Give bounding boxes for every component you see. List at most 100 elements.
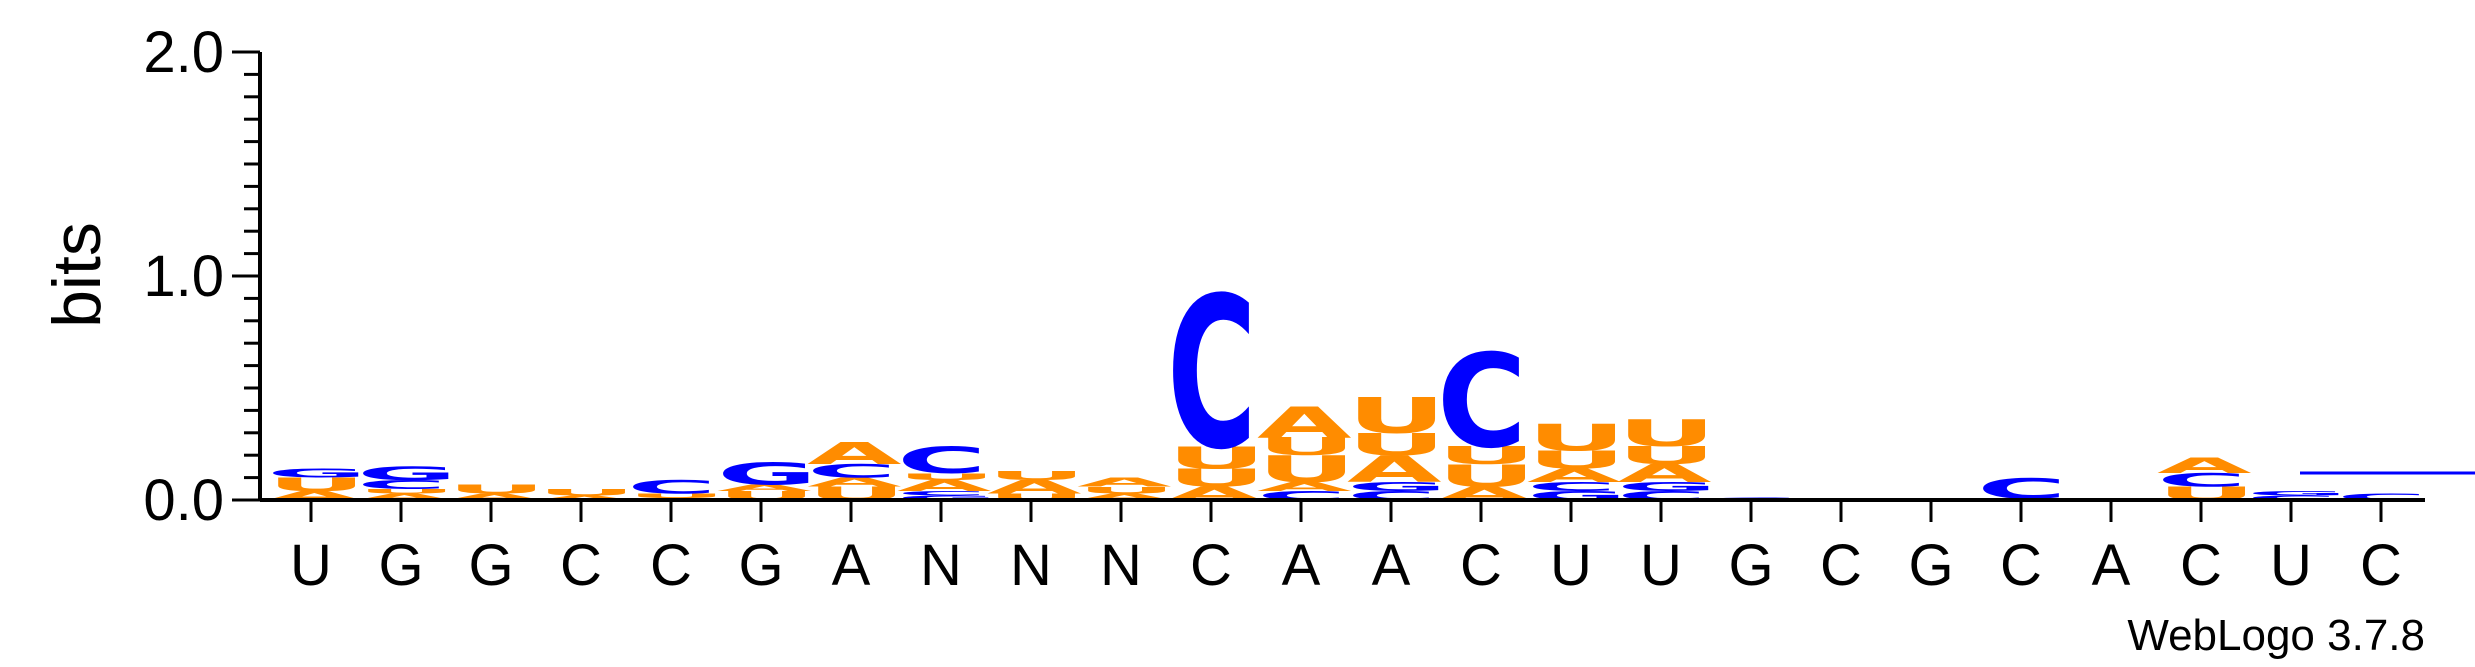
- logo-letter-A: A: [717, 483, 812, 494]
- logo-glyph: C: [1167, 253, 1257, 496]
- logo-letter-U: U: [1257, 448, 1356, 491]
- logo-glyph: U: [1347, 387, 1446, 444]
- consensus-letter: U: [290, 533, 332, 598]
- logo-glyph: G: [357, 463, 457, 484]
- logo-letter-A: A: [357, 492, 452, 503]
- logo-glyph: G: [1347, 480, 1447, 494]
- logo-glyph: A: [897, 477, 992, 495]
- logo-letter-A: A: [1257, 480, 1352, 494]
- logo-glyph: A: [1077, 492, 1172, 503]
- logo-stacks: AUGAUCGAUAUAUCUAGUACAGCAUCUAUAUAAUUCCAUU…: [267, 253, 2475, 504]
- consensus-letter: C: [2000, 533, 2042, 598]
- logo-letter-C: C: [2337, 492, 2427, 503]
- consensus-letter: C: [650, 533, 692, 598]
- consensus-letter: G: [468, 533, 513, 598]
- logo-glyph: U: [1617, 441, 1716, 470]
- logo-letter-U: U: [1527, 417, 1626, 460]
- logo-letter-A: A: [807, 436, 902, 472]
- logo-letter-U: U: [987, 492, 1086, 503]
- consensus-letter: N: [920, 533, 962, 598]
- logo-glyph: A: [807, 436, 902, 472]
- logo-letter-U: U: [357, 488, 456, 495]
- logo-glyph: U: [1257, 448, 1356, 491]
- consensus-letter: N: [1100, 533, 1142, 598]
- logo-glyph: U: [267, 474, 366, 495]
- consensus-letter: G: [1728, 533, 1773, 598]
- logo-letter-U: U: [1437, 441, 1536, 470]
- logo-glyph: U: [447, 482, 546, 496]
- logo-glyph: A: [1257, 397, 1352, 447]
- logo-glyph: A: [807, 475, 902, 489]
- logo-letter-C: C: [1167, 253, 1257, 496]
- consensus-letter: U: [1640, 533, 1682, 598]
- consensus-letter: G: [378, 533, 423, 598]
- logo-letter-C: C: [627, 476, 717, 497]
- consensus-letter: C: [2180, 533, 2222, 598]
- consensus-letter: A: [2092, 533, 2131, 598]
- logo-glyph: A: [1077, 475, 1172, 489]
- axes: 0.01.02.0U G G C C G A N N N C A A C U U G C G C A C U C: [143, 20, 2425, 598]
- logo-letter-U: U: [987, 469, 1086, 483]
- logo-glyph: C: [1437, 326, 1527, 477]
- logo-letter-A: A: [807, 475, 902, 489]
- logo-glyph: A: [537, 494, 632, 501]
- logo-letter-C: C: [1437, 326, 1527, 477]
- logo-glyph: U: [1527, 417, 1626, 460]
- logo-glyph: A: [1617, 459, 1712, 488]
- logo-letter-A: A: [447, 492, 542, 503]
- logo-glyph: C: [897, 439, 987, 482]
- logo-letter-A: A: [2157, 453, 2252, 478]
- logo-glyph: A: [1527, 465, 1622, 486]
- consensus-letter: A: [832, 533, 871, 598]
- consensus-letter: A: [1282, 533, 1321, 598]
- y-tick-label: 2.0: [143, 20, 224, 85]
- logo-letter-A: A: [1257, 397, 1352, 447]
- consensus-letter: G: [738, 533, 783, 598]
- logo-letter-C: C: [897, 490, 987, 497]
- logo-letter-U: U: [1167, 440, 1266, 476]
- logo-glyph: U: [897, 471, 996, 482]
- logo-letter-U: U: [267, 474, 366, 495]
- logo-glyph: U: [1437, 441, 1536, 470]
- logo-letter-C: C: [357, 477, 447, 491]
- logo-glyph: A: [987, 476, 1082, 497]
- logo-glyph: C: [1527, 480, 1617, 494]
- logo-letter-G: G: [1617, 480, 1717, 494]
- logo-letter-U: U: [627, 492, 726, 499]
- logo-letter-U: U: [1347, 387, 1446, 444]
- logo-glyph: U: [1167, 464, 1266, 493]
- logo-glyph: G: [717, 456, 817, 492]
- logo-letter-A: A: [1617, 459, 1712, 488]
- logo-glyph: U: [1257, 432, 1356, 461]
- consensus-letter: C: [1460, 533, 1502, 598]
- logo-letter-G: G: [357, 463, 457, 484]
- logo-letter-U: U: [1347, 427, 1446, 463]
- y-tick-label: 1.0: [143, 244, 224, 309]
- logo-letter-U: U: [1167, 464, 1266, 493]
- logo-letter-G: G: [1347, 480, 1447, 494]
- logo-glyph: U: [1167, 440, 1266, 476]
- logo-glyph: U: [537, 487, 636, 498]
- logo-glyph: U: [627, 492, 726, 499]
- logo-letter-C: C: [2247, 494, 2337, 501]
- consensus-letter: C: [2360, 533, 2402, 598]
- logo-glyph: U: [987, 492, 1086, 503]
- logo-letter-U: U: [1617, 441, 1716, 470]
- logo-glyph: G: [267, 466, 367, 480]
- logo-glyph: C: [807, 461, 897, 482]
- logo-glyph: C: [2247, 494, 2337, 501]
- logo-glyph: A: [357, 492, 452, 503]
- logo-letter-G: G: [2247, 490, 2347, 497]
- logo-letter-A: A: [1077, 492, 1172, 503]
- consensus-letter: C: [560, 533, 602, 598]
- logo-glyph: U: [987, 469, 1086, 483]
- logo-glyph: U: [1527, 446, 1626, 475]
- logo-letter-A: A: [897, 477, 992, 495]
- y-axis-label: bits: [39, 222, 115, 328]
- logo-letter-C: C: [1527, 480, 1617, 494]
- consensus-letter: A: [1372, 533, 1411, 598]
- logo-letter-A: A: [1077, 475, 1172, 489]
- logo-glyph: A: [1347, 448, 1442, 491]
- logo-letter-U: U: [1527, 446, 1626, 475]
